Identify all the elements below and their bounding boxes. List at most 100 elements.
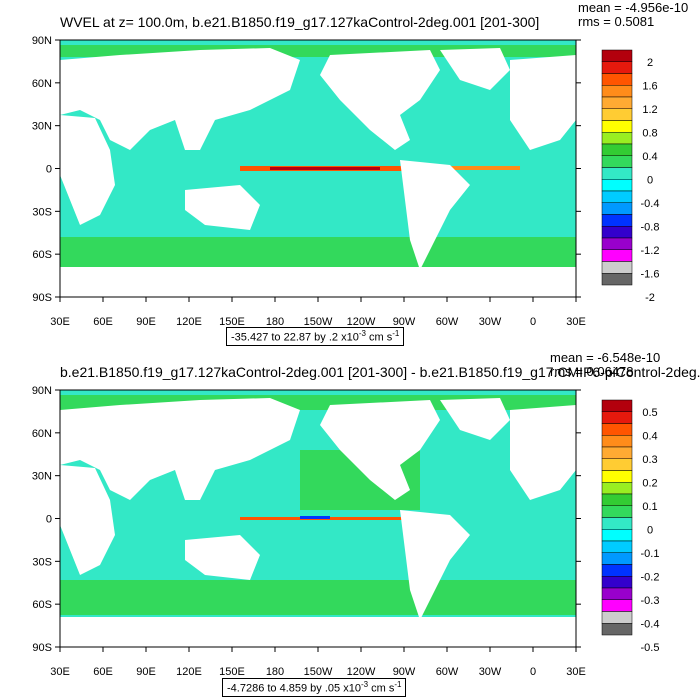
colorbar-swatch [601, 61, 633, 74]
colorbar-swatch [601, 237, 633, 250]
panel2-land-greenland [440, 398, 510, 440]
colorbar-swatch [601, 446, 633, 459]
lat-label: 90N [32, 385, 52, 397]
panel1-land-europe [510, 55, 576, 150]
lon-label: 90W [393, 666, 416, 678]
lon-label: 180 [266, 316, 284, 328]
colorbar-swatch [601, 576, 633, 589]
colorbar-swatch [601, 517, 633, 530]
colorbar-label: 2 [647, 57, 653, 69]
lon-label: 90W [393, 316, 416, 328]
lat-label: 60S [32, 249, 52, 261]
lon-label: 150E [219, 666, 245, 678]
lon-label: 60W [436, 316, 459, 328]
lon-label: 150W [304, 666, 333, 678]
panel1-colorbar: 2 1.6 1.2 0.8 0.4 0 -0.4 -0.8 -1.2 -1.6 -2 [601, 49, 659, 304]
lon-label: 30E [566, 666, 586, 678]
colorbar-label: -0.3 [641, 595, 660, 607]
colorbar-swatch [601, 529, 633, 542]
panel2-land-europe [510, 405, 576, 500]
panel1-map: 90N 60N 30N 0 30S 60S 90S 30E 60E 90E 120E 150E 180… [32, 35, 660, 328]
panel2-land-africa [60, 465, 115, 575]
colorbar-swatch [601, 85, 633, 98]
lon-label: 150W [304, 316, 333, 328]
panel2-lat-axis: 90N 60N 30N 0 30S 60S 90S [32, 385, 581, 654]
colorbar-label: 0.2 [642, 477, 657, 489]
colorbar-label: 0.4 [642, 151, 657, 163]
colorbar-swatch [601, 599, 633, 612]
colorbar-swatch [601, 493, 633, 506]
panel1-land-eurasia [60, 48, 300, 150]
colorbar-label: -2 [645, 292, 655, 304]
colorbar-label: 0.4 [642, 430, 657, 442]
colorbar-swatch [601, 179, 633, 192]
colorbar-swatch [601, 49, 633, 62]
panel1-land-africa [60, 115, 115, 225]
colorbar-swatch [601, 411, 633, 424]
colorbar-swatch [601, 505, 633, 518]
colorbar-swatch [601, 261, 633, 274]
colorbar-swatch [601, 143, 633, 156]
panel2-range-label: -4.7286 to 4.859 by .05 x10-3 cm s-1 [222, 678, 407, 697]
panel1-range-label: -35.427 to 22.87 by .2 x10-3 cm s-1 [226, 327, 405, 346]
colorbar-label: 0 [647, 524, 653, 536]
colorbar-swatch [601, 226, 633, 239]
colorbar-swatch [601, 564, 633, 577]
panel1-land-antarctica [60, 267, 576, 297]
panel1-lat-axis: 90N 60N 30N 0 30S 60S 90S [32, 35, 581, 304]
colorbar-label: 0.3 [642, 454, 657, 466]
panel2-plot-area [59, 389, 577, 648]
lon-label: 120E [176, 666, 202, 678]
colorbar-swatch [601, 132, 633, 145]
lon-label: 30E [50, 666, 70, 678]
lon-label: 90E [136, 666, 156, 678]
colorbar-swatch [601, 435, 633, 448]
lon-label: 120W [347, 316, 376, 328]
lat-label: 60N [32, 428, 52, 440]
panel2-land-south-america [400, 510, 470, 620]
panel1-title: WVEL at z= 100.0m, b.e21.B1850.f19_g17.1… [60, 14, 540, 30]
colorbar-swatch [601, 155, 633, 168]
panel2-title: b.e21.B1850.f19_g17.127kaControl-2deg.00… [60, 364, 700, 380]
colorbar-swatch [601, 399, 633, 412]
lat-label: 30S [32, 206, 52, 218]
lon-label: 90E [136, 316, 156, 328]
panel1-land-greenland [440, 48, 510, 90]
lat-label: 90S [32, 292, 52, 304]
colorbar-swatch [601, 470, 633, 483]
colorbar-label: -0.5 [641, 642, 660, 654]
panel2-land-antarctica [60, 617, 576, 647]
colorbar-label: -0.2 [641, 571, 660, 583]
panel1-lon-axis: 30E 60E 90E 120E 150E 180 150W 120W 90W 60W 30W 0 30… [50, 297, 586, 328]
lon-label: 60W [436, 666, 459, 678]
colorbar-swatch [601, 482, 633, 495]
colorbar-swatch [601, 73, 633, 86]
lat-label: 30N [32, 471, 52, 483]
colorbar-swatch [601, 552, 633, 565]
lat-label: 30S [32, 556, 52, 568]
lon-label: 150E [219, 316, 245, 328]
lat-label: 90N [32, 35, 52, 47]
panel1-land-south-america [400, 160, 470, 270]
colorbar-swatch [601, 120, 633, 133]
colorbar-swatch [601, 458, 633, 471]
lat-label: 30N [32, 121, 52, 133]
colorbar-swatch [601, 587, 633, 600]
panel1-plot-area [59, 39, 577, 298]
panel2-land-north-america [320, 400, 440, 500]
colorbar-swatch [601, 214, 633, 227]
lon-label: 30E [566, 316, 586, 328]
colorbar-swatch [601, 190, 633, 203]
panel2-map: 90N 60N 30N 0 30S 60S 90S 30E 60E 90E 120E 150E 180… [32, 385, 660, 678]
colorbar-swatch [601, 423, 633, 436]
lat-label: 60S [32, 599, 52, 611]
lon-label: 180 [266, 666, 284, 678]
colorbar-swatch [601, 202, 633, 215]
colorbar-label: 0 [647, 174, 653, 186]
lon-label: 0 [530, 666, 536, 678]
lat-label: 60N [32, 78, 52, 90]
colorbar-swatch [601, 540, 633, 553]
panel1-land-australia [185, 185, 260, 230]
panel2-colorbar: 0.5 0.4 0.3 0.2 0.1 0 -0.1 -0.2 -0.3 -0.4 -0.5 [601, 399, 660, 654]
panel2-mean: mean = -6.548e-10 [550, 350, 661, 365]
